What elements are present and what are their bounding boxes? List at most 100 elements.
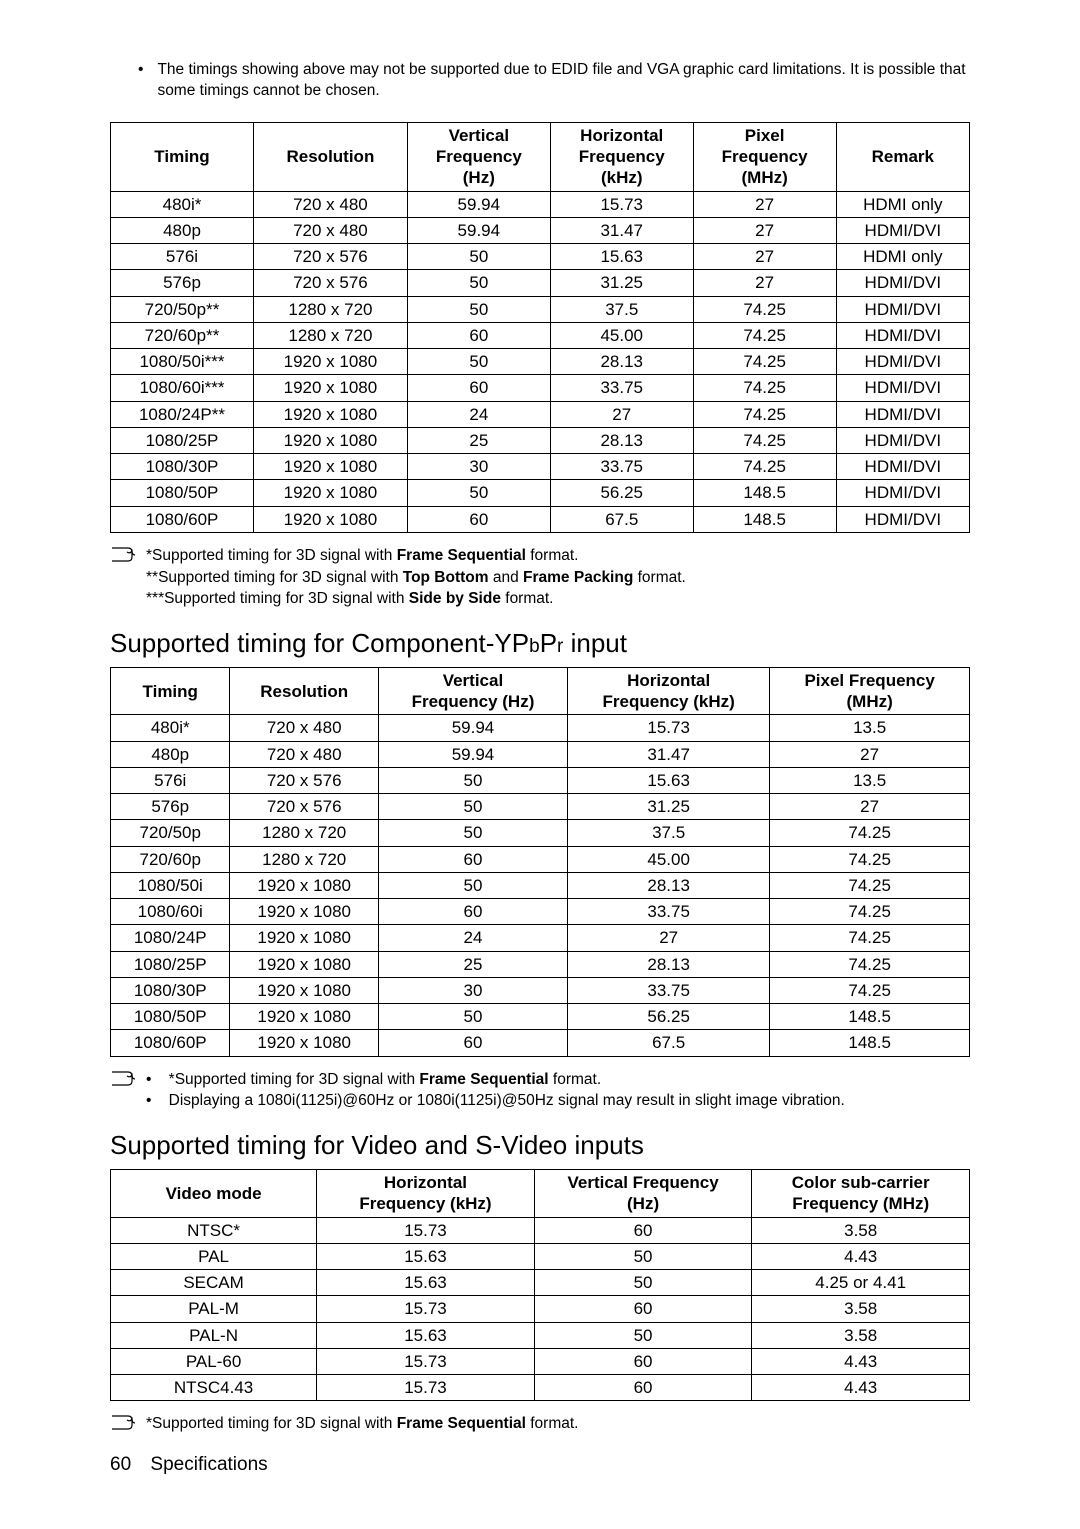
table-cell: HDMI/DVI: [836, 217, 969, 243]
notes-text-1: *Supported timing for 3D signal with Fra…: [146, 545, 686, 610]
table-cell: 15.63: [317, 1270, 535, 1296]
table-header: VerticalFrequency(Hz): [407, 122, 550, 191]
table-cell: 50: [407, 296, 550, 322]
table-cell: 27: [550, 401, 693, 427]
table-cell: 1920 x 1080: [230, 1004, 378, 1030]
table-cell: 1080/50P: [111, 1004, 230, 1030]
table-row: PAL-M15.73603.58: [111, 1296, 970, 1322]
table-cell: 1080/60P: [111, 1030, 230, 1056]
table-row: PAL-6015.73604.43: [111, 1348, 970, 1374]
table-cell: 1920 x 1080: [253, 454, 407, 480]
table-cell: HDMI only: [836, 244, 969, 270]
table-row: 1080/50i***1920 x 10805028.1374.25HDMI/D…: [111, 349, 970, 375]
table-cell: 576i: [111, 244, 254, 270]
notes-text-3: *Supported timing for 3D signal with Fra…: [146, 1413, 578, 1435]
table-cell: 50: [378, 820, 567, 846]
table-cell: 59.94: [378, 715, 567, 741]
note-line: • Displaying a 1080i(1125i)@60Hz or 1080…: [146, 1090, 845, 1112]
note-line: **Supported timing for 3D signal with To…: [146, 567, 686, 589]
table-cell: 33.75: [550, 375, 693, 401]
table-cell: HDMI only: [836, 191, 969, 217]
table-cell: PAL-M: [111, 1296, 317, 1322]
table-cell: 67.5: [568, 1030, 770, 1056]
hdmi-timing-table: TimingResolutionVerticalFrequency(Hz)Hor…: [110, 122, 970, 533]
notes-text-2: • *Supported timing for 3D signal with F…: [146, 1069, 845, 1112]
table-cell: 50: [407, 244, 550, 270]
table-cell: 15.63: [317, 1322, 535, 1348]
table-cell: 50: [378, 872, 567, 898]
table-cell: 1280 x 720: [230, 846, 378, 872]
table-cell: 27: [770, 741, 970, 767]
table-cell: 60: [534, 1375, 752, 1401]
table-cell: 480p: [111, 741, 230, 767]
table-header: Video mode: [111, 1170, 317, 1218]
table-cell: 67.5: [550, 506, 693, 532]
table-cell: 720/50p**: [111, 296, 254, 322]
table-cell: 15.73: [550, 191, 693, 217]
table-cell: 15.73: [568, 715, 770, 741]
table-cell: 60: [378, 1030, 567, 1056]
table-cell: 74.25: [770, 925, 970, 951]
table-cell: 148.5: [770, 1004, 970, 1030]
table-cell: 50: [378, 1004, 567, 1030]
note-icon: [110, 546, 140, 568]
heading2-main: Supported timing for Component-YP: [110, 628, 529, 658]
table-row: PAL-N15.63503.58: [111, 1322, 970, 1348]
table-cell: 28.13: [550, 349, 693, 375]
table-row: 480i*720 x 48059.9415.7313.5: [111, 715, 970, 741]
table-cell: 50: [534, 1243, 752, 1269]
table-cell: 31.47: [568, 741, 770, 767]
table-row: 1080/60i1920 x 10806033.7574.25: [111, 899, 970, 925]
table-cell: 50: [407, 480, 550, 506]
table-cell: HDMI/DVI: [836, 296, 969, 322]
table-cell: 74.25: [693, 375, 836, 401]
table-cell: 74.25: [693, 349, 836, 375]
table-cell: 31.25: [550, 270, 693, 296]
table-cell: 1920 x 1080: [230, 1030, 378, 1056]
heading-component-ypbpr: Supported timing for Component-YPbPr inp…: [110, 628, 970, 659]
table-cell: 27: [693, 191, 836, 217]
table-cell: 1920 x 1080: [253, 375, 407, 401]
table-cell: 1920 x 1080: [253, 506, 407, 532]
table-header: Timing: [111, 667, 230, 715]
notes-block-2: • *Supported timing for 3D signal with F…: [110, 1069, 970, 1112]
table-cell: 1280 x 720: [253, 322, 407, 348]
table-cell: 28.13: [550, 427, 693, 453]
table-header: HorizontalFrequency(kHz): [550, 122, 693, 191]
table-cell: 1080/24P**: [111, 401, 254, 427]
table-row: 1080/50i1920 x 10805028.1374.25: [111, 872, 970, 898]
table-cell: 720 x 480: [253, 191, 407, 217]
table-cell: 1080/30P: [111, 977, 230, 1003]
table-cell: PAL-N: [111, 1322, 317, 1348]
table-header: Vertical Frequency(Hz): [534, 1170, 752, 1218]
table-cell: 28.13: [568, 872, 770, 898]
table-row: 1080/24P**1920 x 1080242774.25HDMI/DVI: [111, 401, 970, 427]
table-cell: 720 x 480: [253, 217, 407, 243]
table-cell: 1080/30P: [111, 454, 254, 480]
table-cell: 15.73: [317, 1375, 535, 1401]
table-cell: 56.25: [550, 480, 693, 506]
table-cell: 3.58: [752, 1296, 970, 1322]
note-line: • *Supported timing for 3D signal with F…: [146, 1069, 845, 1091]
table-cell: PAL: [111, 1243, 317, 1269]
video-timing-table: Video modeHorizontalFrequency (kHz)Verti…: [110, 1169, 970, 1401]
table-cell: 148.5: [693, 480, 836, 506]
table-cell: 1920 x 1080: [253, 427, 407, 453]
table-cell: 60: [534, 1296, 752, 1322]
table-row: 1080/25P1920 x 10802528.1374.25: [111, 951, 970, 977]
table-cell: 31.25: [568, 794, 770, 820]
table-cell: 27: [693, 270, 836, 296]
note-line: ***Supported timing for 3D signal with S…: [146, 588, 686, 610]
heading-video-svideo: Supported timing for Video and S-Video i…: [110, 1130, 970, 1161]
table-row: PAL15.63504.43: [111, 1243, 970, 1269]
table-cell: 4.43: [752, 1348, 970, 1374]
table-row: SECAM15.63504.25 or 4.41: [111, 1270, 970, 1296]
table-cell: 1920 x 1080: [253, 349, 407, 375]
table-row: 720/60p**1280 x 7206045.0074.25HDMI/DVI: [111, 322, 970, 348]
table-cell: 27: [693, 244, 836, 270]
table-row: 720/60p1280 x 7206045.0074.25: [111, 846, 970, 872]
table-cell: 30: [407, 454, 550, 480]
table-cell: 720 x 576: [253, 270, 407, 296]
table-cell: 60: [407, 375, 550, 401]
table-cell: 27: [693, 217, 836, 243]
